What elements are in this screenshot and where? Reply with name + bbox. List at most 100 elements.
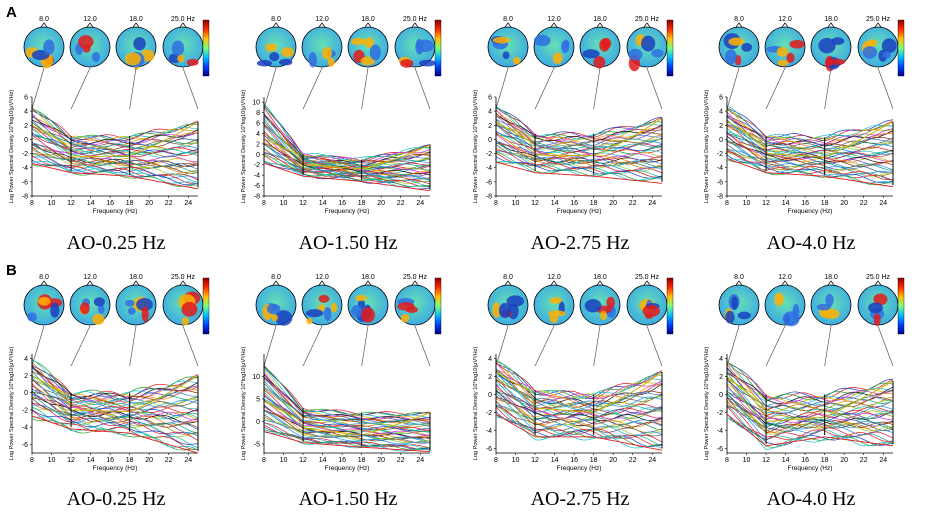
topo-blob-a3-2-2	[582, 49, 600, 59]
connector-b3-0	[495, 325, 509, 367]
topo-blob-a3-1-3	[533, 34, 551, 47]
topo-nose-a4-2	[827, 22, 835, 28]
topo-blob-b1-2-4	[141, 306, 149, 322]
topo-nose-b3-0	[504, 280, 512, 286]
y-axis-title-a2: Log Power Spectral Density 10*log10(μV²/…	[241, 90, 247, 204]
y-tick-label-b1-2: -2	[22, 407, 28, 414]
x-tick-label-b1-2: 12	[67, 457, 75, 464]
topo-nose-a3-2	[596, 22, 604, 28]
channel-line-b4-23	[726, 385, 894, 423]
topo-blob-b2-1-0	[306, 317, 313, 325]
y-tick-label-b4-0: -6	[717, 446, 723, 453]
y-tick-label-b4-2: -2	[717, 410, 723, 417]
x-tick-label-b2-7: 22	[397, 457, 405, 464]
x-tick-label-b4-0: 8	[725, 457, 729, 464]
topo-blob-a2-3-4	[415, 38, 424, 55]
colorbar-b1	[202, 277, 210, 335]
channel-line-a4-30	[726, 143, 894, 173]
channel-line-b1-25	[31, 393, 199, 423]
x-tick-label-b2-3: 14	[319, 457, 327, 464]
topo-label-b1-3: 25.0 Hz	[171, 274, 196, 281]
channel-line-b4-27	[726, 397, 894, 434]
y-tick-label-b2-2: 5	[256, 397, 260, 404]
panel-b2: 8.0 12.0 18.0 25.0 Hz 8 10 12 14 16 18 20 22 24 -5 0 5 1…	[232, 258, 464, 515]
plot-b4: 8.0 12.0 18.0 25.0 Hz8 10 12 14 16 18 20 22 24-6-4-…	[704, 274, 905, 472]
plot-a2: 8.0 12.0 18.0 25.0 Hz8 10 12 14 16 18 20 22 24-8-6-…	[241, 16, 442, 215]
topo-label-b1-0: 8.0	[39, 274, 49, 281]
topo-label-a1-1: 12.0	[83, 16, 97, 23]
topo-blob-b2-0-0	[274, 310, 293, 326]
channel-line-b2-38	[263, 429, 431, 450]
x-tick-label-b2-5: 18	[358, 457, 366, 464]
channel-line-a4-17	[726, 128, 894, 158]
channel-line-a1-3	[31, 107, 199, 142]
x-tick-label-b1-0: 8	[30, 457, 34, 464]
plot-b2: 8.0 12.0 18.0 25.0 Hz 8 10 12 14 16 18 20 22 24 -5 0 5 1…	[241, 274, 442, 472]
channel-line-b1-33	[31, 404, 199, 437]
x-tick-label-b3-0: 8	[494, 457, 498, 464]
x-tick-label-a1-6: 20	[145, 200, 153, 207]
y-tick-label-a1-3: -2	[22, 151, 28, 158]
topo-blob-a2-1-3	[322, 46, 333, 60]
topo-blob-a4-3-5	[882, 51, 891, 59]
x-tick-label-a4-6: 20	[840, 200, 848, 207]
lowest-line-a3	[495, 161, 663, 184]
x-tick-label-b4-3: 14	[782, 457, 790, 464]
channel-line-b3-39	[495, 416, 663, 449]
x-tick-label-b4-8: 24	[879, 457, 887, 464]
topo-blob-b4-2-2	[823, 308, 840, 319]
panel-b3: 8.0 12.0 18.0 25.0 Hz 8 10 12 14 16 18 20 22 24 -6 -4-…	[464, 258, 696, 515]
topo-blob-a4-2-1	[831, 37, 845, 45]
topo-nose-b2-3	[411, 280, 419, 286]
channel-line-a1-32	[31, 153, 199, 176]
x-axis-title-b2: Frequency (Hz)	[325, 465, 370, 472]
topo-label-b3-1: 12.0	[547, 274, 561, 281]
topo-blob-b3-1-3	[549, 297, 562, 304]
topo-blob-a4-3-3	[867, 39, 878, 47]
x-tick-label-b4-1: 10	[743, 457, 751, 464]
channel-line-b3-13	[495, 379, 663, 412]
channel-line-b1-31	[31, 402, 199, 435]
x-tick-label-a2-6: 20	[377, 200, 385, 207]
connector-b1-1	[70, 325, 91, 367]
topo-blob-a3-0-3	[492, 36, 511, 44]
plot-b3: 8.0 12.0 18.0 25.0 Hz8 10 12 14 16 18 20 22 24-6-4-…	[473, 274, 674, 472]
y-tick-label-a2-4: 0	[256, 152, 260, 159]
plot-a3: 8.0 12.0 18.0 25.0 Hz8 10 12 14 16 18 20 22 24-8-6-…	[473, 16, 674, 215]
channel-line-b3-4	[495, 359, 663, 399]
topo-blob-b3-1-2	[549, 314, 559, 323]
channel-line-a1-6	[31, 115, 199, 145]
topo-blob-b2-1-1	[318, 304, 325, 312]
x-tick-label-b3-7: 22	[629, 457, 637, 464]
channel-line-b3-20	[495, 390, 663, 421]
topo-map-a4-1	[764, 26, 806, 68]
x-axis-title-b1: Frequency (Hz)	[93, 465, 138, 472]
lowest-line-a4	[726, 158, 894, 188]
channel-line-a3-38	[495, 161, 663, 181]
channel-line-a1-37	[31, 159, 199, 186]
topo-nose-b1-0	[40, 280, 48, 286]
channel-line-b4-18	[726, 385, 894, 421]
topo-blob-a2-3-3	[419, 59, 436, 67]
x-tick-label-a1-0: 8	[30, 200, 34, 207]
y-tick-label-b1-1: -4	[22, 425, 28, 432]
topo-nose-b4-2	[827, 280, 835, 286]
channel-line-b3-9	[495, 370, 663, 408]
topo-blob-b4-0-4	[725, 310, 735, 324]
channel-line-b4-38	[726, 416, 894, 448]
topo-label-a3-2: 18.0	[593, 16, 607, 23]
topo-label-b2-2: 18.0	[361, 274, 375, 281]
x-tick-label-a1-5: 18	[126, 200, 134, 207]
topo-nose-b1-2	[132, 280, 140, 286]
topo-label-a3-3: 25.0 Hz	[635, 16, 660, 23]
row-label-a: A	[6, 4, 17, 21]
connector-a1-2	[129, 67, 137, 110]
y-tick-label-b1-0: -6	[22, 442, 28, 449]
caption-a3: AO-2.75 Hz	[530, 232, 630, 254]
channel-line-a3-36	[495, 152, 663, 178]
channel-line-b2-12	[263, 383, 431, 425]
panel-a1: 8.0 12.0 18.0 25.0 Hz 8 10 12 14 16 18 20 22 24 -8 -6-…	[0, 0, 232, 257]
channel-line-b4-6	[726, 367, 894, 404]
y-tick-label-b2-0: -5	[254, 442, 260, 449]
panel-a4: 8.0 12.0 18.0 25.0 Hz 8 10 12 14 16 18 20 22 24 -8 -6-…	[695, 0, 927, 257]
